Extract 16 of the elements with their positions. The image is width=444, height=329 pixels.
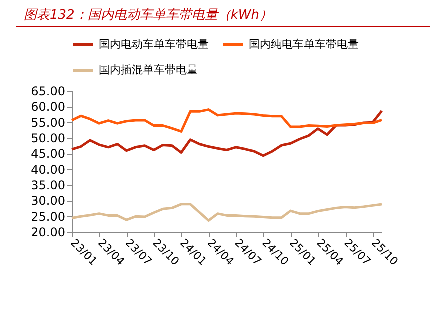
legend-label: 国内插混单车带电量 <box>99 64 198 76</box>
line-series <box>70 108 384 133</box>
y-tick-label: 25.00 <box>31 210 66 224</box>
y-tick-label: 50.00 <box>31 132 66 146</box>
y-tick-label: 55.00 <box>31 116 66 130</box>
y-tick-label: 35.00 <box>31 178 66 192</box>
y-tick-label: 45.00 <box>31 147 66 162</box>
y-tick-label: 60.00 <box>31 100 66 114</box>
y-tick-label: 40.00 <box>31 162 66 177</box>
y-tick-label: 20.00 <box>31 226 66 240</box>
legend-label: 国内纯电车单车带电量 <box>249 38 359 51</box>
y-tick-label: 30.00 <box>31 194 66 208</box>
y-tick-label: 65.00 <box>31 84 66 98</box>
chart-title: 图表132：国内电动车单车带电量（kWh） <box>23 7 274 25</box>
line-series <box>70 203 384 222</box>
legend-label: 国内电动车单车带电量 <box>99 38 209 51</box>
